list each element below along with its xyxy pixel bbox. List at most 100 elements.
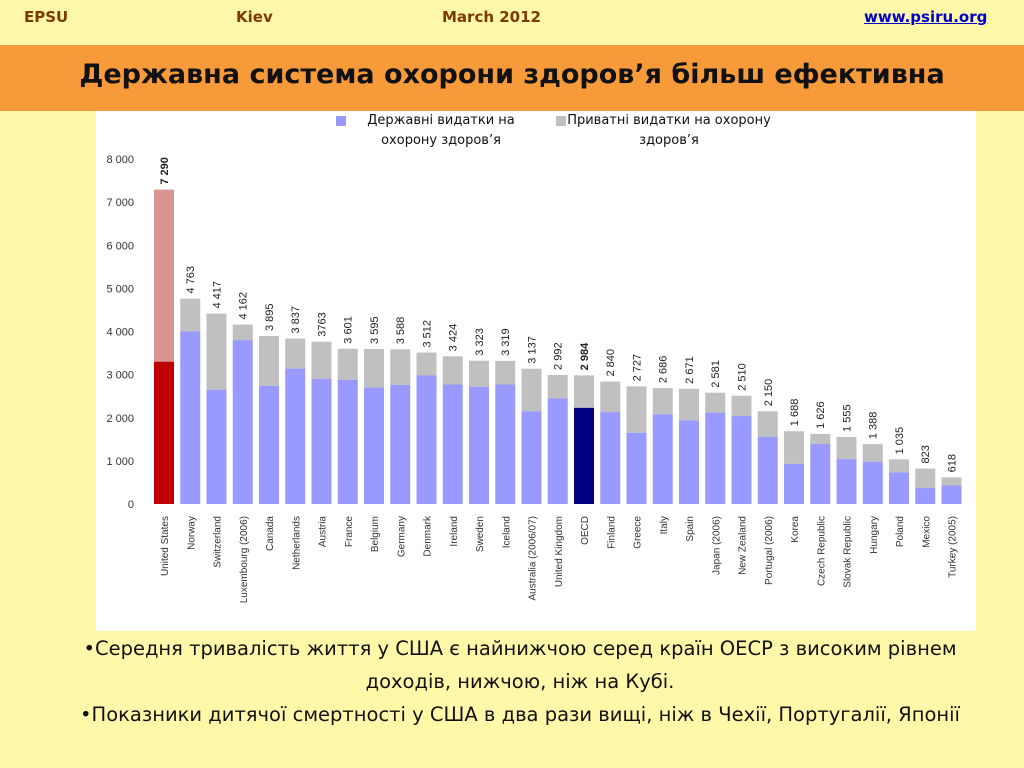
- bar-total-label: 823: [920, 445, 932, 463]
- header-city: Kiev: [236, 8, 273, 26]
- bar-private: [626, 386, 647, 433]
- bar-public: [600, 412, 621, 504]
- bar-public: [154, 361, 174, 504]
- legend-private-label: Приватні видатки на охорону здоров’я: [567, 113, 771, 148]
- bar-total-label: 2 984: [579, 342, 591, 370]
- y-tick-label: 8 000: [106, 154, 134, 166]
- bar-total-label: 2 150: [763, 379, 775, 407]
- category-label: Finland: [606, 516, 617, 549]
- bar-public: [232, 340, 253, 504]
- bar-total-label: 3 323: [474, 328, 486, 356]
- category-label: Luxembourg (2006): [239, 516, 250, 603]
- bar-private: [364, 348, 384, 388]
- y-tick-label: 3 000: [106, 370, 134, 382]
- category-label: United States: [160, 516, 171, 576]
- category-label: Canada: [265, 516, 276, 551]
- legend-private: Приватні видатки на охорону здоров’я: [556, 111, 772, 155]
- bar-total-label: 3 424: [448, 324, 460, 352]
- bar-total-label: 3 601: [343, 316, 355, 344]
- bar-total-label: 3 137: [527, 336, 539, 364]
- category-label: Greece: [633, 516, 644, 549]
- bar-private: [705, 392, 726, 413]
- bar-private: [469, 360, 489, 387]
- bar-private: [810, 433, 831, 445]
- bar-public: [626, 432, 647, 504]
- category-label: Germany: [396, 516, 407, 557]
- category-label: Iceland: [501, 516, 512, 548]
- bar-total-label: 1 388: [868, 412, 880, 440]
- bar-public: [337, 379, 358, 504]
- category-label: Turkey (2005): [948, 516, 959, 578]
- bar-private: [442, 356, 463, 385]
- bar-total-label: 4 417: [212, 281, 224, 309]
- bar-public: [679, 420, 699, 504]
- bar-total-label: 2 727: [632, 354, 644, 382]
- bar-private: [337, 348, 358, 380]
- header-date: March 2012: [442, 8, 541, 26]
- bar-public: [495, 384, 516, 504]
- category-label: Norway: [186, 516, 197, 550]
- bar-public: [364, 387, 384, 504]
- bar-public: [442, 384, 463, 504]
- category-label: United Kingdom: [554, 516, 565, 587]
- category-label: Ireland: [449, 516, 460, 547]
- bar-private: [862, 444, 883, 462]
- legend-public-swatch: [336, 116, 346, 126]
- bar-public: [311, 378, 332, 504]
- bar-public: [547, 398, 568, 504]
- bar-public: [652, 414, 673, 504]
- bullet-list: •Середня тривалість життя у США є найниж…: [60, 632, 980, 731]
- bar-total-label: 4 162: [238, 292, 250, 320]
- bar-public: [810, 444, 831, 504]
- category-label: Denmark: [423, 515, 434, 557]
- bar-private: [311, 341, 332, 379]
- bar-public: [889, 472, 909, 504]
- bar-public: [862, 461, 883, 504]
- bar-public: [731, 416, 752, 504]
- bar-total-label: 3 837: [290, 306, 302, 334]
- header-bar: EPSU Kiev March 2012 www.psiru.org: [0, 0, 1024, 40]
- bar-public: [574, 407, 594, 504]
- category-label: France: [344, 516, 355, 548]
- bar-private: [390, 349, 411, 385]
- bar-total-label: 3 895: [264, 303, 276, 331]
- bar-public: [836, 459, 857, 504]
- y-tick-label: 1 000: [106, 456, 134, 468]
- category-label: Netherlands: [291, 516, 302, 570]
- bar-total-label: 2 840: [605, 349, 617, 377]
- bar-total-label: 3 319: [500, 328, 512, 356]
- bar-private: [232, 324, 253, 341]
- bar-public: [285, 368, 306, 504]
- category-label: Slovak Republic: [843, 516, 854, 588]
- bar-public: [784, 463, 804, 504]
- bar-total-label: 3 512: [422, 320, 434, 348]
- bar-private: [941, 477, 962, 486]
- header-org: EPSU: [24, 8, 69, 26]
- bar-public: [521, 411, 542, 504]
- bar-private: [154, 189, 174, 362]
- title-bar: Державна система охорони здоров’я більш …: [0, 45, 1024, 111]
- bullet-life-expectancy: •Середня тривалість життя у США є найниж…: [83, 637, 957, 693]
- chart-area: 0 1 000 2 000 3 000 4 000 5 000 6 000 7 000 8 00…: [96, 111, 976, 631]
- bar-public: [941, 485, 962, 504]
- category-label: Spain: [685, 516, 696, 542]
- bar-total-label: 1 688: [789, 399, 801, 427]
- bar-total-label: 3 588: [395, 317, 407, 345]
- category-label: Italy: [659, 516, 670, 534]
- bar-private: [285, 338, 306, 369]
- y-tick-label: 6 000: [106, 240, 134, 252]
- y-tick-label: 4 000: [106, 327, 134, 339]
- bar-total-label: 2 510: [737, 363, 749, 391]
- bar-public: [416, 375, 437, 504]
- bar-private: [836, 436, 857, 460]
- page-title: Державна система охорони здоров’я більш …: [79, 59, 945, 90]
- bar-private: [652, 388, 673, 415]
- category-label: OECD: [580, 516, 591, 545]
- header-site-link[interactable]: www.psiru.org: [864, 8, 988, 26]
- bar-private: [600, 381, 621, 413]
- category-label: Switzerland: [213, 516, 224, 568]
- category-label: New Zealand: [738, 516, 749, 575]
- bar-private: [495, 360, 516, 385]
- category-label: Hungary: [869, 516, 880, 554]
- category-label: Czech Republic: [816, 516, 827, 586]
